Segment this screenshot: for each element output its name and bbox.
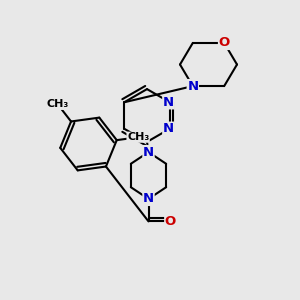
Text: CH₃: CH₃ <box>127 132 149 142</box>
Text: N: N <box>143 192 154 206</box>
Text: N: N <box>163 122 174 135</box>
Text: N: N <box>187 80 198 93</box>
Text: CH₃: CH₃ <box>47 99 69 110</box>
Text: N: N <box>163 96 174 109</box>
Text: O: O <box>218 36 230 50</box>
Text: O: O <box>165 215 176 228</box>
Text: N: N <box>143 146 154 159</box>
